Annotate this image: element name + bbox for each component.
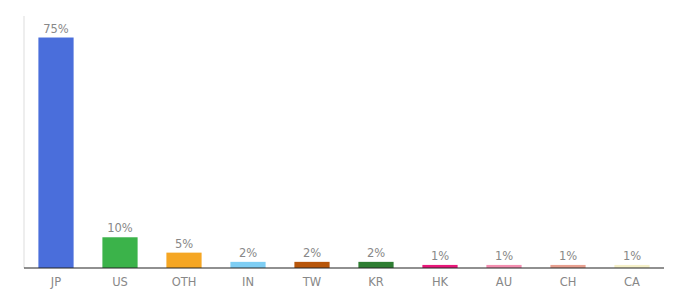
- bar: [38, 38, 73, 268]
- x-tick-label: OTH: [172, 275, 197, 289]
- x-tick-label: KR: [368, 275, 384, 289]
- data-label: 2%: [239, 246, 257, 260]
- x-axis-line: [24, 267, 664, 268]
- data-label: 1%: [431, 249, 449, 263]
- x-tick-label: IN: [242, 275, 254, 289]
- data-label: 1%: [559, 249, 577, 263]
- x-tick-label: CA: [624, 275, 640, 289]
- data-label: 2%: [367, 246, 385, 260]
- chart-container: 75% 10% 5% 2% 2% 2% 1% 1% 1% 1% JP US OTH IN TW KR HK AU C…: [0, 0, 680, 300]
- data-label: 75%: [43, 22, 69, 36]
- data-label: 2%: [303, 246, 321, 260]
- data-label: 10%: [107, 221, 133, 235]
- x-tick-label: TW: [302, 275, 321, 289]
- bar: [102, 237, 137, 268]
- data-label: 5%: [175, 237, 193, 251]
- x-tick-label: US: [112, 275, 128, 289]
- x-tick-label: HK: [432, 275, 449, 289]
- x-tick-label: JP: [50, 275, 61, 289]
- data-label: 1%: [623, 249, 641, 263]
- x-tick-label: CH: [560, 275, 577, 289]
- chart: 75% 10% 5% 2% 2% 2% 1% 1% 1% 1% JP US OTH IN TW KR HK AU C…: [0, 0, 680, 300]
- bars: [38, 38, 649, 268]
- y-axis-line: [24, 16, 25, 268]
- bar: [358, 262, 393, 268]
- data-label: 1%: [495, 249, 513, 263]
- bar: [230, 262, 265, 268]
- bar: [166, 253, 201, 268]
- x-tick-label: AU: [496, 275, 512, 289]
- bar: [294, 262, 329, 268]
